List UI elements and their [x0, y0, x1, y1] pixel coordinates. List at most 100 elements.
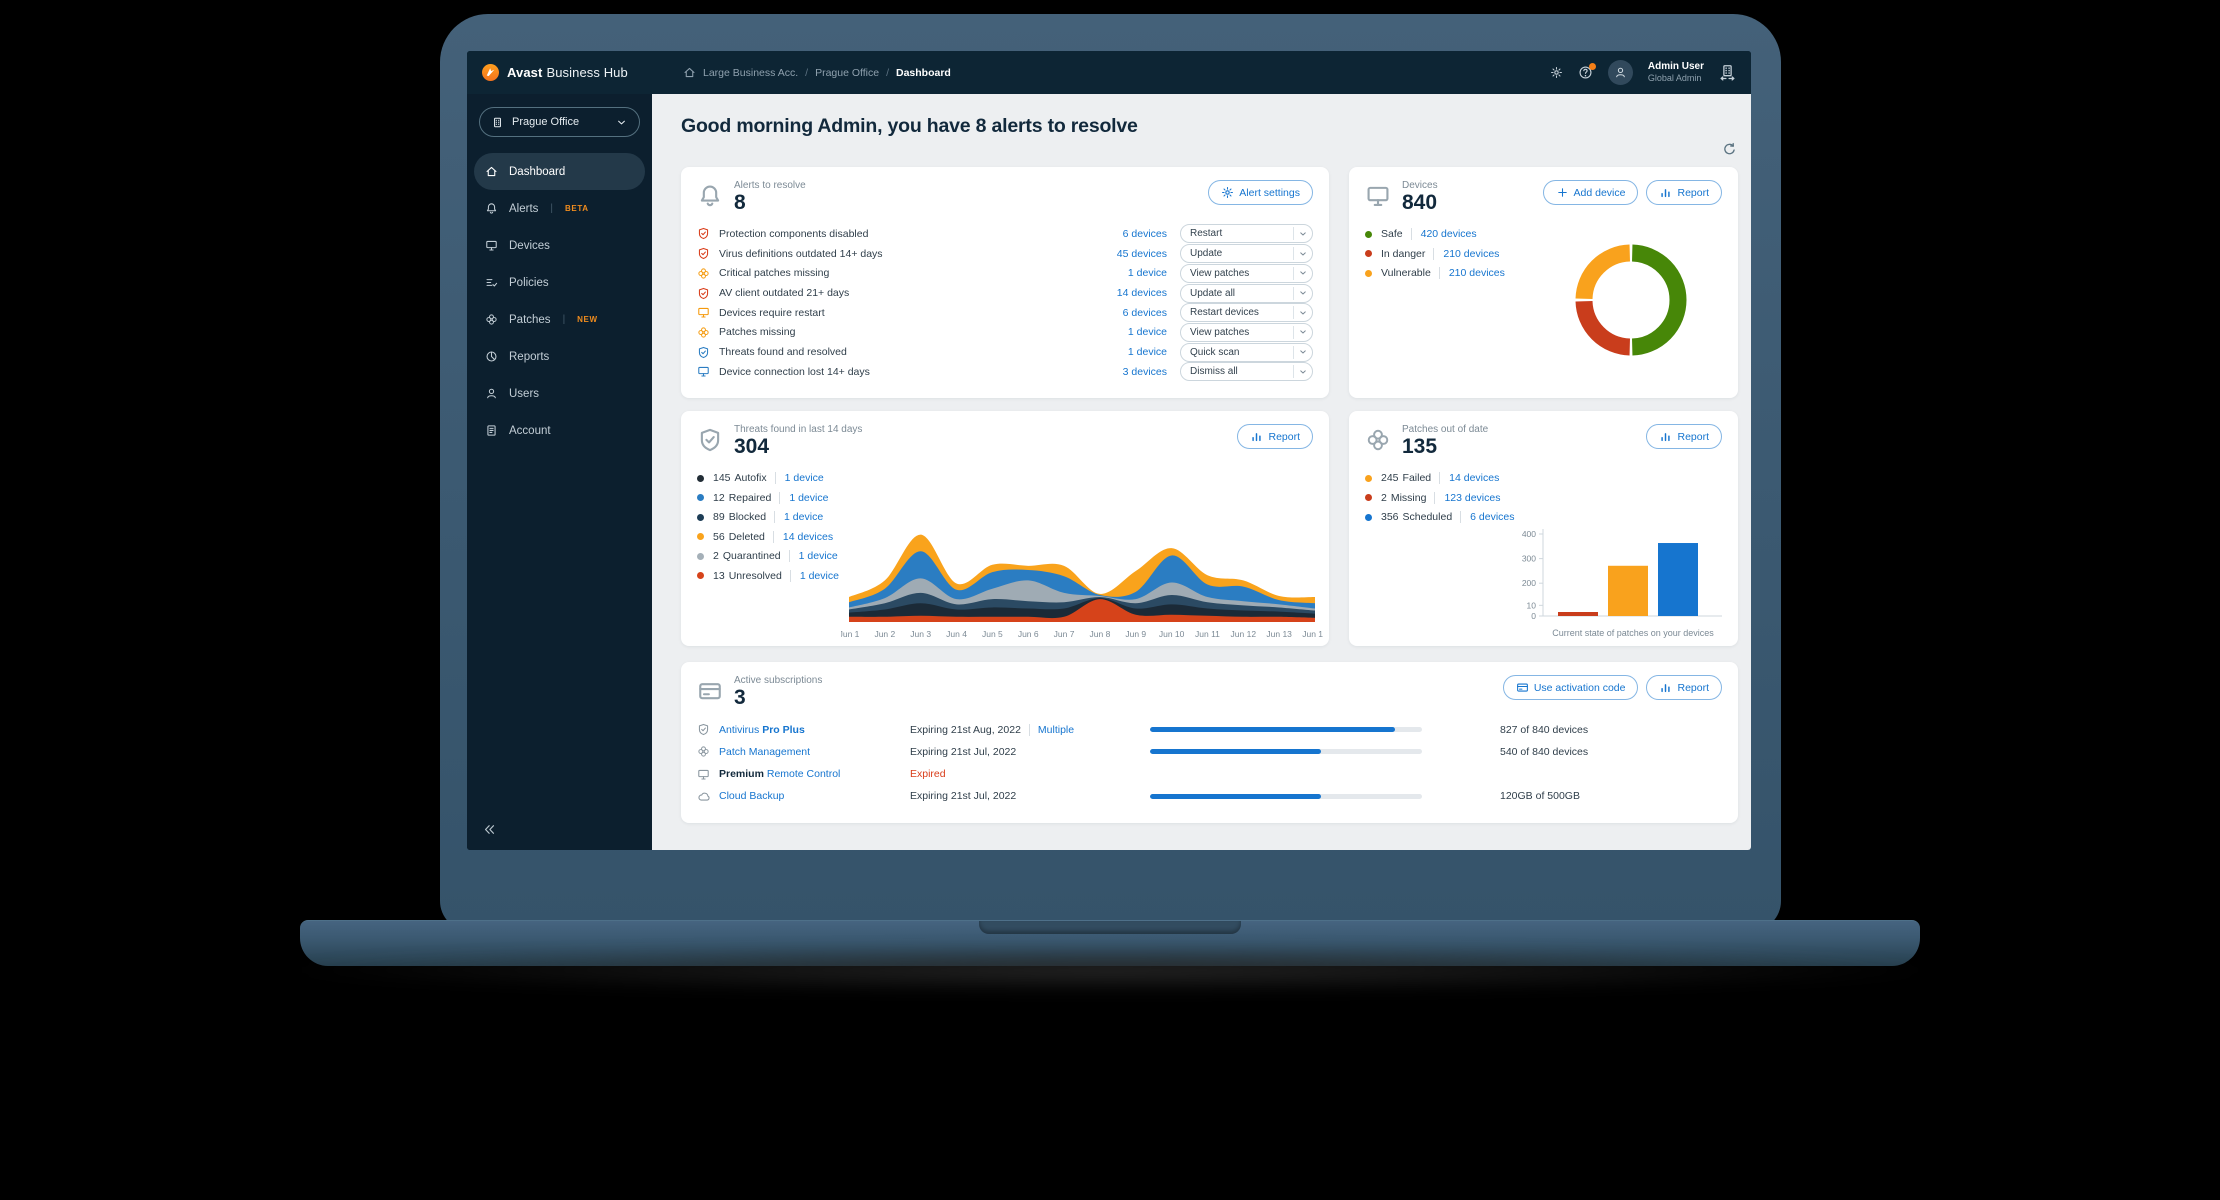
legend-devices-link[interactable]: 6 devices: [1460, 511, 1515, 524]
patches-report-button[interactable]: Report: [1646, 424, 1722, 449]
threats-legend-item: 145 Autofix 1 device: [697, 472, 1313, 485]
subscription-card-icon: [697, 678, 723, 704]
breadcrumb-item[interactable]: Prague Office: [815, 66, 880, 79]
sidebar-item-reports[interactable]: Reports: [474, 338, 645, 375]
alert-devices-link[interactable]: 6 devices: [1122, 227, 1167, 240]
threats-card: Threats found in last 14 days 304 Report…: [681, 411, 1329, 646]
patches-legend-item: 245 Failed 14 devices: [1365, 472, 1722, 485]
svg-text:300: 300: [1522, 554, 1536, 564]
legend-dot: [1365, 269, 1372, 277]
breadcrumb-separator: /: [886, 66, 889, 79]
shield-check-icon: [697, 227, 710, 240]
legend-label: Missing: [1390, 491, 1427, 504]
settings-gear-icon[interactable]: [1550, 66, 1563, 79]
bar-chart-icon: [1659, 681, 1672, 694]
devices-legend-item: In danger 210 devices: [1365, 247, 1722, 260]
svg-text:Jun 5: Jun 5: [982, 629, 1003, 639]
alert-action-select[interactable]: View patches: [1180, 263, 1313, 283]
legend-devices-link[interactable]: 1 device: [774, 511, 823, 524]
legend-dot: [697, 494, 704, 502]
legend-devices-link[interactable]: 14 devices: [772, 530, 833, 543]
alert-devices-link[interactable]: 1 device: [1127, 346, 1167, 359]
topbar: Avast Business Hub Large Business Acc. / Pr…: [467, 51, 1751, 94]
sidebar-item-alerts[interactable]: Alerts | BETA: [474, 190, 645, 227]
subscription-name-link[interactable]: Patch Management: [719, 745, 811, 758]
sidebar-item-account[interactable]: Account: [474, 412, 645, 449]
alert-devices-link[interactable]: 3 devices: [1122, 365, 1167, 378]
alert-row: Virus definitions outdated 14+ days 45 de…: [697, 244, 1313, 264]
pie-icon: [485, 350, 498, 363]
threats-report-button[interactable]: Report: [1237, 424, 1313, 449]
sidebar-collapse-button[interactable]: [482, 822, 497, 837]
subscription-name-link[interactable]: Premium Remote Control: [719, 768, 841, 781]
alert-action-select[interactable]: Update: [1180, 244, 1313, 264]
svg-text:Jun 11: Jun 11: [1195, 629, 1220, 639]
subscription-name-link[interactable]: Cloud Backup: [719, 790, 785, 803]
subscription-multiple-link[interactable]: Multiple: [1028, 723, 1074, 736]
alert-row: AV client outdated 21+ days 14 devices Upd…: [697, 283, 1313, 303]
sidebar-item-policies[interactable]: Policies: [474, 264, 645, 301]
legend-count: 2: [1381, 491, 1387, 504]
plus-icon: [1556, 186, 1569, 199]
sidebar-item-devices[interactable]: Devices: [474, 227, 645, 264]
alert-action-select[interactable]: Restart: [1180, 224, 1313, 244]
add-device-button[interactable]: Add device: [1542, 180, 1639, 205]
svg-text:Current state of patches on yo: Current state of patches on your devices: [1552, 628, 1714, 638]
file-icon: [485, 424, 498, 437]
alert-action-select[interactable]: Dismiss all: [1180, 362, 1313, 382]
alert-devices-link[interactable]: 6 devices: [1122, 306, 1167, 319]
legend-devices-link[interactable]: 1 device: [774, 472, 824, 485]
legend-devices-link[interactable]: 1 device: [788, 550, 838, 563]
refresh-icon[interactable]: [1722, 142, 1737, 162]
alert-devices-link[interactable]: 45 devices: [1116, 247, 1167, 260]
chevron-down-icon: [615, 116, 628, 129]
threats-legend-item: 56 Deleted 14 devices: [697, 530, 1313, 543]
org-selector[interactable]: Prague Office: [479, 107, 640, 137]
org-selector-label: Prague Office: [512, 116, 580, 128]
sidebar-item-users[interactable]: Users: [474, 375, 645, 412]
legend-devices-link[interactable]: 123 devices: [1434, 491, 1500, 504]
sidebar-item-patches[interactable]: Patches | NEW: [474, 301, 645, 338]
subscription-row: Cloud Backup Expiring 21st Jul, 2022 120GB…: [697, 789, 1722, 803]
org-switcher-icon[interactable]: [1719, 64, 1736, 81]
alert-action-select[interactable]: Restart devices: [1180, 303, 1313, 323]
avatar[interactable]: [1607, 60, 1633, 85]
patches-card: Patches out of date 135 Report 245 Failed…: [1349, 411, 1738, 646]
alert-devices-link[interactable]: 1 device: [1127, 326, 1167, 339]
alert-action-select[interactable]: Quick scan: [1180, 342, 1313, 362]
sidebar-item-label: Dashboard: [509, 165, 566, 178]
alert-action-select[interactable]: Update all: [1180, 283, 1313, 303]
sidebar-item-dashboard[interactable]: Dashboard: [474, 153, 645, 190]
subscriptions-card: Active subscriptions 3 Use activation co…: [681, 662, 1738, 823]
svg-text:Jun 12: Jun 12: [1231, 629, 1257, 639]
use-activation-code-button[interactable]: Use activation code: [1502, 675, 1639, 700]
subscription-usage: 540 of 840 devices: [1500, 745, 1589, 758]
alert-settings-button[interactable]: Alert settings: [1208, 180, 1313, 205]
legend-label: Safe: [1381, 228, 1403, 241]
legend-devices-link[interactable]: 420 devices: [1410, 228, 1477, 241]
alert-devices-link[interactable]: 14 devices: [1116, 287, 1167, 300]
legend-devices-link[interactable]: 210 devices: [1438, 267, 1505, 280]
legend-devices-link[interactable]: 1 device: [789, 569, 839, 582]
bell-icon: [697, 183, 723, 209]
shield-check-icon: [697, 287, 710, 300]
subscription-expiry: Expired: [910, 768, 946, 781]
subscriptions-card-count: 3: [734, 686, 746, 709]
legend-devices-link[interactable]: 14 devices: [1439, 472, 1499, 485]
alert-devices-link[interactable]: 1 device: [1127, 267, 1167, 280]
chevron-down-icon: [1293, 325, 1312, 339]
devices-report-button[interactable]: Report: [1646, 180, 1722, 205]
svg-text:200: 200: [1522, 578, 1536, 588]
subscription-expiry: Expiring 21st Jul, 2022: [910, 790, 1017, 803]
subscription-name-link[interactable]: Antivirus Pro Plus: [719, 723, 805, 736]
user-role: Global Admin: [1647, 73, 1702, 84]
legend-devices-link[interactable]: 1 device: [779, 491, 828, 504]
subscriptions-report-button[interactable]: Report: [1646, 675, 1722, 700]
breadcrumb-item[interactable]: Large Business Acc.: [703, 66, 799, 79]
alert-action-label: Restart: [1190, 228, 1223, 240]
help-button[interactable]: [1578, 63, 1596, 80]
alert-row: Threats found and resolved 1 device Quick …: [697, 342, 1313, 362]
alert-action-select[interactable]: View patches: [1180, 322, 1313, 342]
legend-devices-link[interactable]: 210 devices: [1433, 247, 1499, 260]
user-icon: [1614, 66, 1627, 79]
